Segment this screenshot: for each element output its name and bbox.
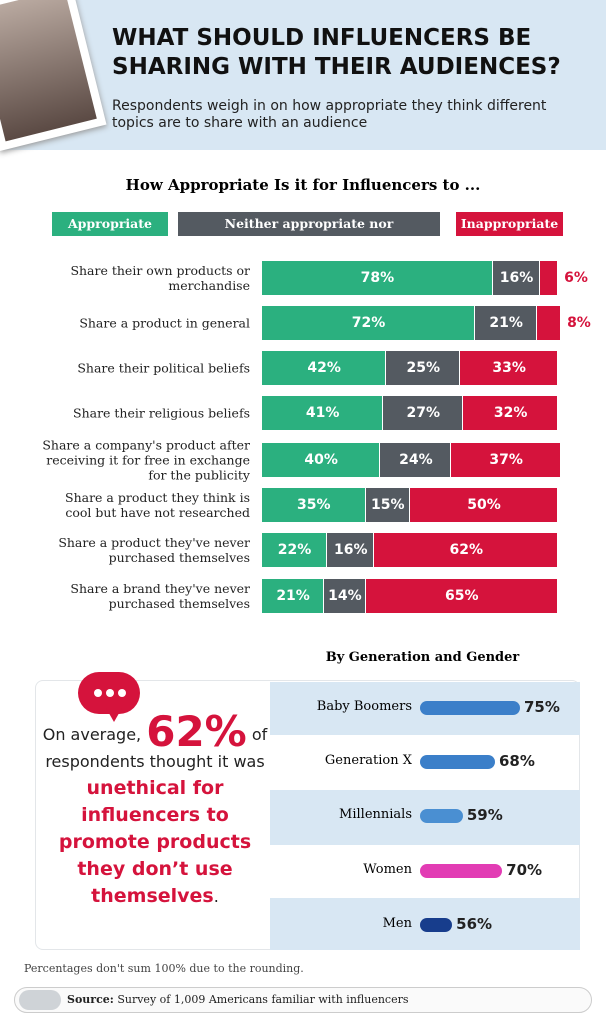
- bar-segment: [460, 351, 558, 385]
- value-label: 37%: [489, 452, 523, 468]
- bar-segment: [410, 488, 558, 522]
- bar-row: 21% 14% 65%: [262, 579, 558, 613]
- category-label: Share their religious beliefs: [73, 405, 250, 421]
- chart-title: By Generation and Gender: [325, 650, 520, 665]
- subtitle: Respondents weigh in on how appropriate …: [112, 98, 547, 131]
- bar-row: 72% 21% 8%: [262, 306, 591, 340]
- value-label: 50%: [467, 497, 501, 513]
- category-label: Share a product they think is cool but h…: [65, 490, 250, 520]
- bar: [420, 755, 495, 769]
- bar-row: 78% 16% 6%: [262, 261, 588, 295]
- bar-segment: [374, 533, 558, 567]
- value-label: 14%: [328, 588, 362, 604]
- bar-segment: [324, 579, 366, 613]
- bar-segment: [262, 443, 381, 477]
- value-label: 21%: [489, 315, 523, 331]
- callout-line: respondents thought it was: [45, 752, 265, 771]
- speech-bubble: [78, 672, 140, 722]
- bar-segment: [262, 351, 387, 385]
- category-label: Men: [382, 916, 412, 931]
- category-label: Share their own products or merchandise: [70, 263, 250, 293]
- category-label: Share a brand they've never purchased th…: [70, 581, 250, 611]
- callout-lead: On average,: [42, 725, 142, 744]
- value-label: 24%: [399, 452, 433, 468]
- callout-stat: 62%: [146, 707, 247, 756]
- bar-row: 41% 27% 32%: [262, 396, 558, 430]
- value-label: 8%: [567, 315, 591, 331]
- bar-segment: [537, 306, 561, 340]
- bar-segment: [262, 579, 325, 613]
- bar-row: 22% 16% 62%: [262, 533, 558, 567]
- bar-segment: [475, 306, 538, 340]
- category-label: Share their political beliefs: [77, 360, 250, 376]
- value-label: 40%: [304, 452, 338, 468]
- category-label: Share a product in general: [79, 315, 250, 331]
- value-label: 22%: [277, 542, 312, 558]
- value-label: 75%: [524, 698, 560, 716]
- value-label: 62%: [449, 542, 483, 558]
- source-label: Source:: [67, 993, 114, 1006]
- value-label: 42%: [307, 360, 341, 376]
- value-label: 16%: [334, 542, 368, 558]
- category-label: Baby Boomers: [316, 699, 412, 714]
- bar-segment: [365, 579, 558, 613]
- bar-segment: [540, 261, 558, 295]
- value-label: 65%: [445, 588, 479, 604]
- callout-emphasis: unethical for influencers to promote pro…: [58, 777, 252, 907]
- source: Survey of 1,009 Americans familiar with …: [117, 993, 409, 1006]
- bar-row: 35% 15% 50%: [262, 488, 558, 522]
- category-label: Women: [363, 862, 412, 877]
- value-label: 25%: [406, 360, 441, 376]
- bar-segment: [492, 261, 541, 295]
- bar: [420, 701, 520, 715]
- value-label: 32%: [493, 405, 528, 421]
- value-label: 78%: [360, 270, 395, 286]
- bar: [420, 864, 503, 878]
- value-label: 16%: [499, 270, 534, 286]
- bar-row: 40% 24% 37%: [262, 443, 561, 477]
- bar-segment: [383, 396, 464, 430]
- legend-item: Appropriate: [52, 212, 168, 236]
- bar-segment: [463, 396, 558, 430]
- bar: [420, 918, 453, 932]
- value-label: 21%: [276, 588, 310, 604]
- title: WHAT SHOULD INFLUENCERS BE SHARING WITH …: [112, 25, 561, 80]
- bar-segment: [327, 533, 375, 567]
- bar-segment: [262, 533, 328, 567]
- value-label: 70%: [506, 861, 543, 879]
- bar-segment: [451, 443, 561, 477]
- bar-segment: [380, 443, 452, 477]
- bar-segment: [262, 488, 366, 522]
- value-label: 35%: [297, 497, 331, 513]
- bar-segment: [262, 261, 493, 295]
- value-label: 68%: [499, 752, 535, 770]
- value-label: 56%: [456, 915, 493, 933]
- value-label: 33%: [492, 360, 526, 376]
- callout: On average, 62% of respondents thought i…: [40, 711, 270, 910]
- chart-title: How Appropriate Is it for Influencers to…: [125, 176, 481, 194]
- footnote: Percentages don't sum 100% due to the ro…: [24, 962, 304, 975]
- value-label: 59%: [466, 806, 503, 824]
- bar-segment: [262, 306, 476, 340]
- value-label: 6%: [564, 270, 588, 286]
- bar-row: 42% 25% 33%: [262, 351, 558, 385]
- bar-segment: [386, 351, 461, 385]
- category-label: Share a company's product after receivin…: [42, 437, 250, 483]
- bar: [420, 809, 463, 823]
- category-label: Generation X: [324, 753, 412, 768]
- callout-end: .: [213, 887, 219, 906]
- value-label: 72%: [351, 315, 386, 331]
- value-label: 15%: [371, 497, 405, 513]
- bar-segment: [262, 396, 384, 430]
- value-label: 41%: [305, 405, 340, 421]
- callout-after: of: [251, 725, 268, 744]
- bar-segment: [365, 488, 410, 522]
- legend-item: Neither appropriate nor inappropriate: [178, 212, 440, 255]
- category-label: Millennials: [339, 807, 412, 822]
- legend-item: Inappropriate: [456, 212, 563, 236]
- category-label: Share a product they've never purchased …: [58, 535, 250, 565]
- value-label: 27%: [406, 405, 441, 421]
- source-bar: Source: Survey of 1,009 Americans famili…: [14, 987, 592, 1013]
